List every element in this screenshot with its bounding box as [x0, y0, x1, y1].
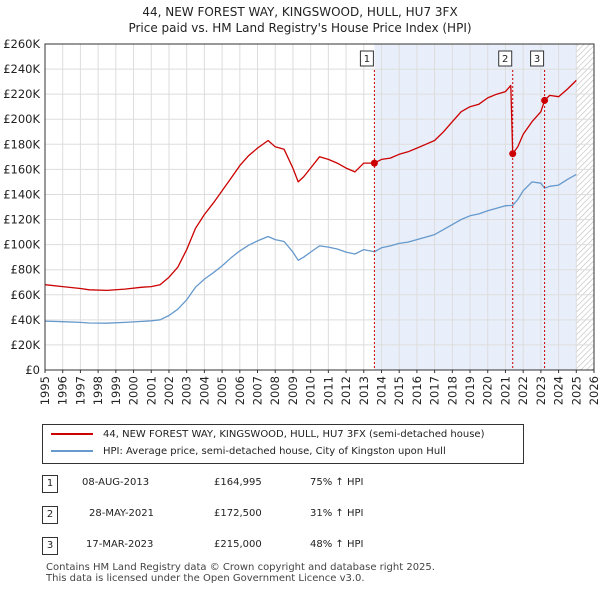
transaction-hpi: 48% ↑ HPI [310, 539, 364, 550]
x-tick-label: 2000 [127, 376, 141, 405]
transaction-date: 28-MAY-2021 [89, 508, 155, 519]
transaction-date: 08-AUG-2013 [82, 477, 150, 488]
legend-swatch-property [51, 433, 93, 435]
y-tick-label: £80K [11, 263, 41, 277]
y-tick-label: £140K [3, 187, 40, 201]
transaction-price: £215,000 [214, 539, 262, 550]
legend-swatch-hpi [51, 450, 93, 452]
transaction-2-point [509, 150, 517, 158]
x-tick-label: 2015 [392, 376, 406, 405]
transaction-1-point [370, 159, 378, 167]
x-tick-label: 2012 [339, 376, 353, 405]
legend-label-property: 44, NEW FOREST WAY, KINGSWOOD, HULL, HU7… [103, 429, 485, 440]
x-tick-label: 2026 [587, 376, 600, 405]
x-tick-label: 2013 [357, 376, 371, 405]
table-row: 1 08-AUG-2013 £164,995 75% ↑ HPI [42, 475, 562, 493]
x-tick-label: 2014 [374, 376, 388, 405]
hpi-line [45, 173, 577, 324]
forecast-hatch-region [576, 44, 594, 370]
x-tick-label: 2025 [569, 376, 583, 405]
x-tick-label: 2003 [180, 376, 194, 405]
x-tick-label: 2007 [251, 376, 265, 405]
x-tick-label: 2010 [304, 376, 318, 405]
transaction-3-point [541, 96, 549, 104]
y-tick-label: £220K [3, 87, 40, 101]
transaction-number: 3 [42, 537, 58, 555]
x-tick-label: 1995 [38, 376, 52, 405]
table-row: 3 17-MAR-2023 £215,000 48% ↑ HPI [42, 537, 562, 555]
legend-item-hpi: HPI: Average price, semi-detached house,… [51, 444, 446, 460]
chart-title: 44, NEW FOREST WAY, KINGSWOOD, HULL, HU7… [142, 5, 458, 19]
transaction-2-box [498, 50, 513, 67]
x-tick-label: 2016 [410, 376, 424, 405]
transaction-price: £172,500 [214, 508, 262, 519]
x-tick-label: 2024 [552, 376, 566, 405]
transaction-2-label: 2 [502, 54, 508, 65]
transaction-hpi: 75% ↑ HPI [310, 477, 364, 488]
y-tick-label: £120K [3, 213, 40, 227]
x-tick-label: 2019 [463, 376, 477, 405]
legend-label-hpi: HPI: Average price, semi-detached house,… [103, 446, 446, 457]
x-tick-label: 2001 [144, 376, 158, 405]
y-tick-label: £240K [3, 62, 40, 76]
x-tick-label: 2004 [197, 376, 211, 405]
x-tick-label: 2008 [268, 376, 282, 405]
y-tick-label: £100K [3, 238, 40, 252]
x-tick-label: 2023 [534, 376, 548, 405]
x-tick-label: 2018 [445, 376, 459, 405]
x-tick-label: 1999 [109, 376, 123, 405]
transaction-1-box [359, 50, 374, 67]
transaction-1-label: 1 [364, 54, 370, 65]
x-tick-label: 2022 [516, 376, 530, 405]
chart-subtitle: Price paid vs. HM Land Registry's House … [128, 21, 472, 35]
x-tick-label: 2011 [321, 376, 335, 405]
footer-licence: This data is licensed under the Open Gov… [46, 573, 365, 584]
x-tick-label: 1997 [73, 376, 87, 405]
y-tick-label: £200K [3, 112, 40, 126]
footer-copyright: Contains HM Land Registry data © Crown c… [46, 562, 435, 573]
legend: 44, NEW FOREST WAY, KINGSWOOD, HULL, HU7… [42, 424, 524, 464]
x-tick-label: 1996 [56, 376, 70, 405]
y-tick-label: £20K [11, 338, 41, 352]
y-tick-label: £40K [11, 313, 41, 327]
price-chart: 1 2 3 £0 £20K £40K £60K £80K £100K £120K £140K £16… [3, 37, 600, 405]
y-tick-label: £180K [3, 137, 40, 151]
x-tick-label: 2009 [286, 376, 300, 405]
ownership-period-band [374, 44, 577, 370]
transaction-hpi: 31% ↑ HPI [310, 508, 364, 519]
y-tick-label: £60K [11, 288, 41, 302]
plot-frame [44, 43, 595, 371]
x-tick-label: 2021 [498, 376, 512, 405]
transaction-number: 1 [42, 475, 58, 493]
x-tick-label: 2020 [481, 376, 495, 405]
x-tick-label: 2002 [162, 376, 176, 405]
x-tick-label: 2017 [428, 376, 442, 405]
transaction-number: 2 [42, 506, 58, 524]
table-row: 2 28-MAY-2021 £172,500 31% ↑ HPI [42, 506, 562, 524]
x-tick-label: 2006 [233, 376, 247, 405]
transaction-3-label: 3 [534, 54, 540, 65]
x-tick-label: 1998 [91, 376, 105, 405]
y-tick-label: £160K [3, 162, 40, 176]
transaction-date: 17-MAR-2023 [86, 539, 154, 550]
legend-item-property: 44, NEW FOREST WAY, KINGSWOOD, HULL, HU7… [51, 427, 485, 443]
y-tick-label: £0 [25, 363, 40, 377]
x-tick-label: 2005 [215, 376, 229, 405]
y-tick-label: £260K [3, 37, 40, 51]
property-price-line [45, 79, 577, 292]
transaction-price: £164,995 [214, 477, 262, 488]
transaction-3-box [530, 50, 545, 67]
